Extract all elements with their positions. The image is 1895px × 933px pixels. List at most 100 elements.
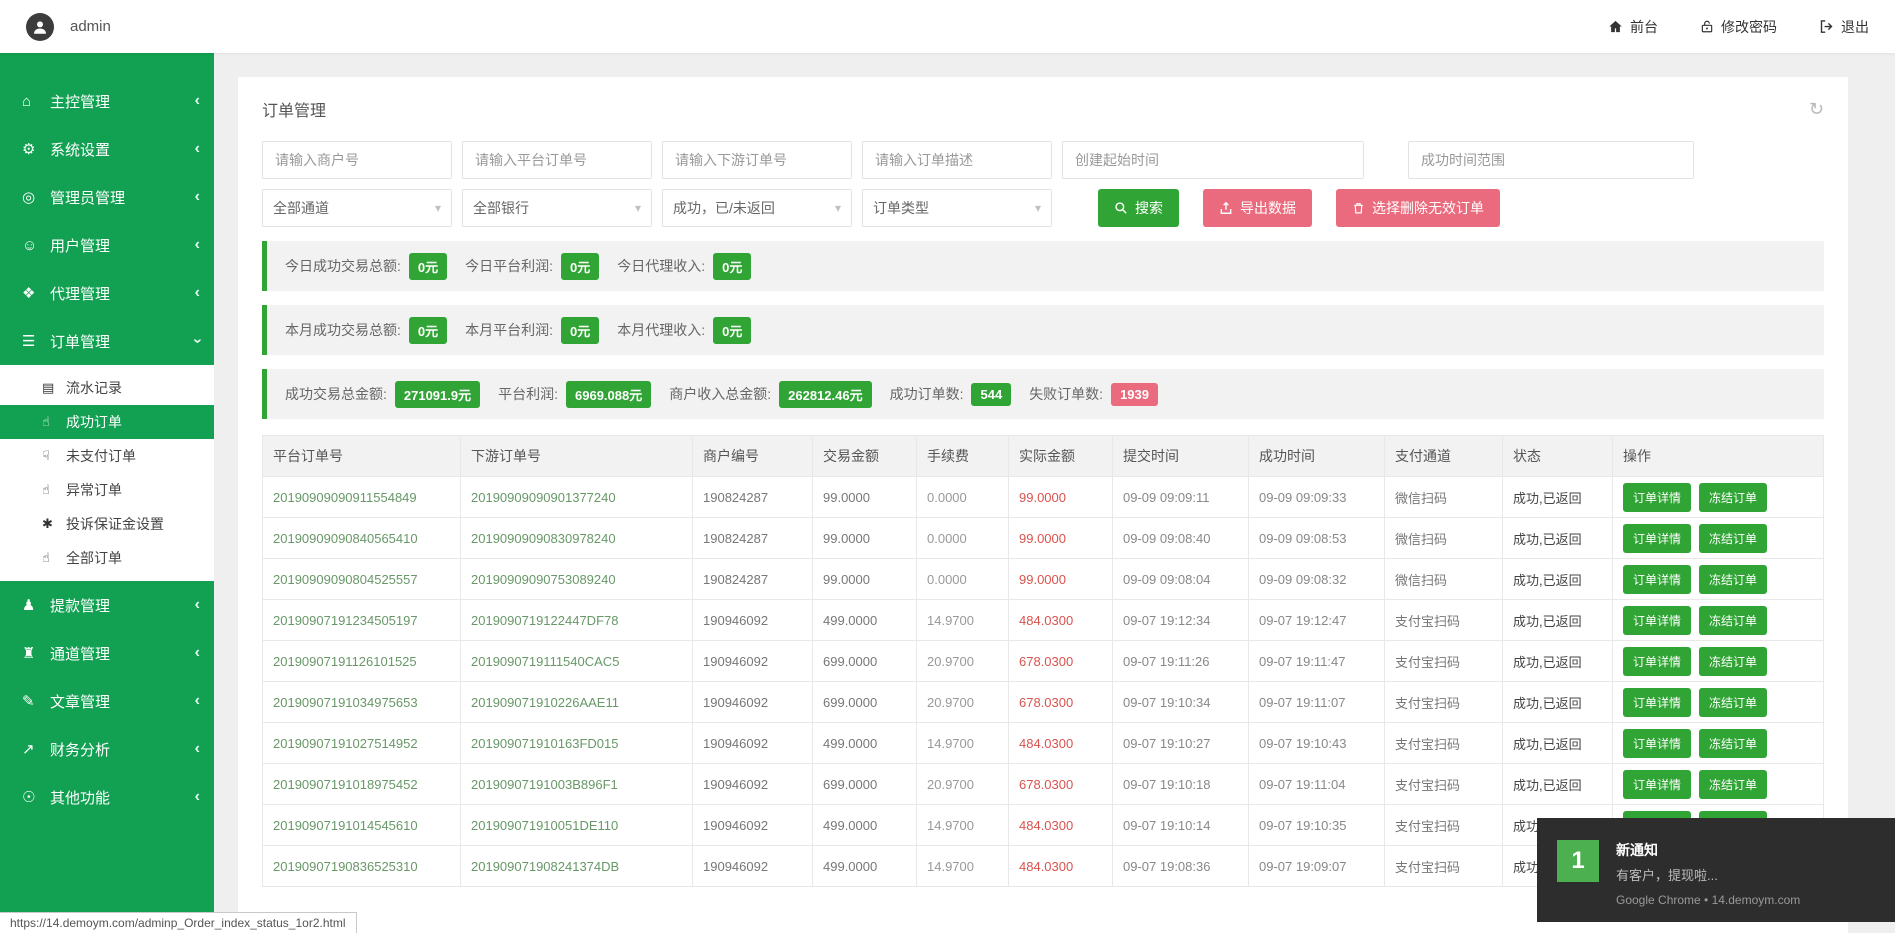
sidebar-item[interactable]: ◎ 管理员管理 ‹ (0, 173, 214, 221)
filter-input[interactable] (662, 141, 852, 179)
order-detail-button[interactable]: 订单详情 (1623, 646, 1692, 676)
filter-select[interactable]: 成功，已/未返回 ▾ (662, 189, 852, 227)
change-password-link[interactable]: 修改密码 (1700, 17, 1777, 37)
cell-fee: 0.0000 (916, 558, 1009, 600)
cell-platform-order-no: 20190909090911554849 (262, 476, 461, 518)
sidebar-item[interactable]: ☉ 其他功能 ‹ (0, 773, 214, 821)
cell-submit-time: 09-07 19:12:34 (1112, 599, 1249, 641)
stat-label: 成功订单数: (889, 386, 964, 402)
cell-status: 成功,已返回 (1502, 763, 1613, 805)
cell-platform-order-no: 20190909090804525557 (262, 558, 461, 600)
cell-status: 成功,已返回 (1502, 722, 1613, 764)
cell-actual-amount: 678.0300 (1008, 763, 1113, 805)
order-detail-button[interactable]: 订单详情 (1623, 482, 1692, 512)
chevron-icon: ‹ (194, 92, 200, 109)
order-detail-button[interactable]: 订单详情 (1623, 605, 1692, 635)
sidebar-item[interactable]: ☺ 用户管理 ‹ (0, 221, 214, 269)
sidebar-subitem-label: 未支付订单 (66, 448, 136, 464)
filter-select[interactable]: 订单类型 ▾ (862, 189, 1052, 227)
freeze-order-button[interactable]: 冻结订单 (1699, 482, 1768, 512)
chevron-icon: ‹ (194, 188, 200, 205)
other-icon: ☉ (22, 789, 36, 806)
freeze-order-button[interactable]: 冻结订单 (1699, 523, 1768, 553)
refresh-icon[interactable]: ↻ (1808, 99, 1824, 119)
sidebar-item[interactable]: ⌂ 主控管理 ‹ (0, 77, 214, 125)
delete-invalid-orders-button[interactable]: 选择删除无效订单 (1336, 189, 1500, 227)
freeze-order-button[interactable]: 冻结订单 (1699, 728, 1768, 758)
cell-success-time: 09-09 09:09:33 (1248, 476, 1385, 518)
cell-actions: 订单详情冻结订单 (1612, 558, 1824, 600)
sidebar-item[interactable]: ♜ 通道管理 ‹ (0, 629, 214, 677)
export-data-button[interactable]: 导出数据 (1203, 189, 1312, 227)
freeze-order-button[interactable]: 冻结订单 (1699, 687, 1768, 717)
sidebar-item-label: 订单管理 (50, 333, 111, 351)
sidebar-item[interactable]: ♟ 提款管理 ‹ (0, 581, 214, 629)
sidebar-item-label: 用户管理 (50, 237, 111, 255)
filter-select[interactable]: 全部银行 ▾ (462, 189, 652, 227)
cell-amount: 499.0000 (812, 804, 917, 846)
chevron-icon: ‹ (194, 740, 200, 757)
sidebar-item[interactable]: ↗ 财务分析 ‹ (0, 725, 214, 773)
sidebar-item[interactable]: ⚙ 系统设置 ‹ (0, 125, 214, 173)
cell-submit-time: 09-07 19:08:36 (1112, 845, 1249, 887)
cell-downstream-order-no: 20190909090901377240 (460, 476, 693, 518)
order-detail-button[interactable]: 订单详情 (1623, 523, 1692, 553)
filter-select[interactable]: 全部通道 ▾ (262, 189, 452, 227)
cell-channel: 支付宝扫码 (1384, 845, 1503, 887)
cell-submit-time: 09-07 19:10:27 (1112, 722, 1249, 764)
logout-link[interactable]: 退出 (1819, 17, 1869, 37)
column-header: 手续费 (916, 435, 1009, 477)
cell-submit-time: 09-07 19:10:18 (1112, 763, 1249, 805)
freeze-order-button[interactable]: 冻结订单 (1699, 564, 1768, 594)
cell-actions: 订单详情冻结订单 (1612, 763, 1824, 805)
chrome-notification[interactable]: 1 新通知 有客户，提现啦... Google Chrome • 14.demo… (1537, 818, 1895, 922)
freeze-order-button[interactable]: 冻结订单 (1699, 769, 1768, 799)
sidebar-subitem[interactable]: ☝ 成功订单 (0, 405, 214, 439)
cell-fee: 20.9700 (916, 681, 1009, 723)
cell-merchant-id: 190946092 (692, 845, 813, 887)
stat-label: 本月成功交易总额: (285, 322, 401, 338)
column-header: 下游订单号 (460, 435, 693, 477)
cell-channel: 微信扫码 (1384, 558, 1503, 600)
order-detail-button[interactable]: 订单详情 (1623, 728, 1692, 758)
filter-input[interactable] (1408, 141, 1694, 179)
cell-downstream-order-no: 2019090719111540CAC5 (460, 640, 693, 682)
freeze-order-button[interactable]: 冻结订单 (1699, 646, 1768, 676)
sidebar-subitem[interactable]: ☝ 全部订单 (0, 541, 214, 575)
sidebar-item[interactable]: ✎ 文章管理 ‹ (0, 677, 214, 725)
order-detail-button[interactable]: 订单详情 (1623, 687, 1692, 717)
column-header: 商户编号 (692, 435, 813, 477)
freeze-order-button[interactable]: 冻结订单 (1699, 605, 1768, 635)
sidebar-item[interactable]: ☰ 订单管理 ‹ (0, 317, 214, 365)
cell-fee: 20.9700 (916, 640, 1009, 682)
stat-value-badge: 271091.9元 (394, 380, 481, 408)
sidebar-item[interactable]: ❖ 代理管理 ‹ (0, 269, 214, 317)
table-row: 20190907191126101525 2019090719111540CAC5… (262, 640, 1824, 682)
table-row: 20190909090840565410 20190909090830978240… (262, 517, 1824, 559)
frontend-link[interactable]: 前台 (1608, 17, 1658, 37)
sidebar-subitem[interactable]: ▤ 流水记录 (0, 371, 214, 405)
cell-success-time: 09-07 19:10:43 (1248, 722, 1385, 764)
sidebar-subitem[interactable]: ✱ 投诉保证金设置 (0, 507, 214, 541)
sidebar-subitem[interactable]: ☟ 未支付订单 (0, 439, 214, 473)
sidebar-item-label: 提款管理 (50, 597, 111, 615)
order-detail-button[interactable]: 订单详情 (1623, 564, 1692, 594)
cell-actual-amount: 678.0300 (1008, 640, 1113, 682)
sidebar-item-label: 主控管理 (50, 93, 111, 111)
cell-downstream-order-no: 201909071908241374DB (460, 845, 693, 887)
cell-submit-time: 09-09 09:08:04 (1112, 558, 1249, 600)
thumbs-up-icon: ☝ (42, 550, 50, 565)
cell-actions: 订单详情冻结订单 (1612, 681, 1824, 723)
export-icon (1220, 201, 1232, 214)
filter-input[interactable] (262, 141, 452, 179)
current-user[interactable]: admin (26, 12, 111, 41)
filter-input[interactable] (1062, 141, 1364, 179)
filter-input[interactable] (462, 141, 652, 179)
cell-submit-time: 09-09 09:08:40 (1112, 517, 1249, 559)
filter-input[interactable] (862, 141, 1052, 179)
order-detail-button[interactable]: 订单详情 (1623, 769, 1692, 799)
cell-success-time: 09-07 19:11:07 (1248, 681, 1385, 723)
search-button[interactable]: 搜索 (1098, 189, 1179, 227)
sidebar-subitem[interactable]: ☝ 异常订单 (0, 473, 214, 507)
cell-actual-amount: 99.0000 (1008, 476, 1113, 518)
